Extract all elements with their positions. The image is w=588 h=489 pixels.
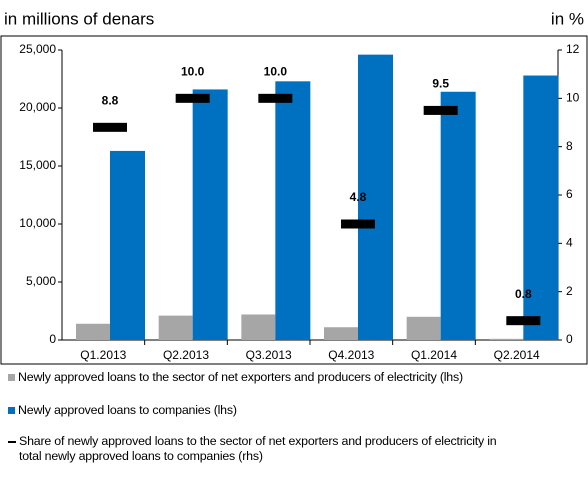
bar [275,81,311,340]
y-tick-label: 20,000 [19,100,56,114]
x-tick-label: Q2.2013 [163,348,209,362]
y2-tick-label: 12 [566,42,580,56]
legend-item: Share of newly approved loans to the sec… [8,434,580,464]
plot-frame [0,35,588,365]
data-label: 9.5 [432,77,449,91]
bar [241,314,276,340]
marker [423,105,458,115]
legend-item: Newly approved loans to companies (lhs) [8,403,580,418]
bar [406,316,441,340]
bar [489,338,524,340]
y-tick-label: 0 [49,332,56,346]
y2-tick-label: 8 [566,139,573,153]
x-tick-label: Q1.2014 [411,348,457,362]
legend-item: Newly approved loans to the sector of ne… [8,370,580,385]
x-tick-label: Q3.2013 [246,348,292,362]
marker [93,122,127,132]
y2-axis-label: in % [551,9,584,28]
chart: in millions of denars in % 0 5,000 10,000 1… [0,9,588,365]
y-tick-label: 5,000 [26,274,56,288]
y2-tick-label: 6 [566,187,573,201]
data-label: 4.8 [350,190,367,204]
x-tick-label: Q4.2013 [328,348,374,362]
legend: Newly approved loans to the sector of ne… [8,370,580,482]
x-tick-label: Q2.2014 [494,348,540,362]
y-tick-label: 10,000 [19,216,56,230]
marker [341,219,375,229]
y2-tick-label: 4 [566,236,573,250]
bar [192,89,228,340]
bar [523,75,559,341]
marker [258,93,293,103]
bar [440,91,476,340]
legend-label: Newly approved loans to the sector of ne… [18,370,463,384]
y2-tick-label: 10 [566,91,580,105]
y2-tick-label: 0 [566,332,573,346]
y-tick-label: 15,000 [19,158,56,172]
legend-swatch [8,374,15,381]
data-label: 10.0 [264,65,288,79]
marker [506,316,541,326]
bar [324,327,358,340]
legend-swatch [8,441,16,443]
bar [158,315,193,340]
y-tick-label: 25,000 [19,42,56,56]
x-tick-label: Q1.2013 [80,348,126,362]
legend-label: Newly approved loans to companies (lhs) [18,403,237,417]
y2-tick-label: 2 [566,284,573,298]
bar [76,323,110,340]
y-axis-label: in millions of denars [4,9,154,28]
bar [110,150,145,340]
legend-swatch [8,407,15,414]
bar [358,54,393,340]
data-label: 8.8 [102,94,119,108]
marker [175,93,210,103]
data-label: 10.0 [181,65,205,79]
legend-label: Share of newly approved loans to the sec… [19,434,497,463]
data-label: 0.8 [515,287,532,301]
